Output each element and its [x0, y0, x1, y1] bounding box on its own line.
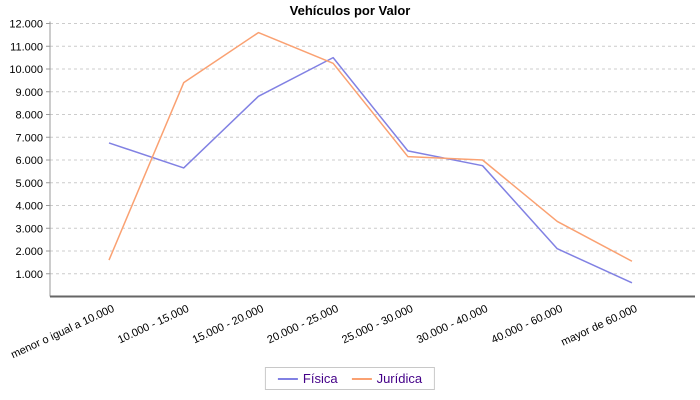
y-tick-label: 3.000	[15, 223, 43, 235]
y-tick-label: 1.000	[15, 269, 43, 281]
y-tick-label: 8.000	[15, 110, 43, 122]
y-tick-label: 2.000	[15, 246, 43, 258]
legend: Física Jurídica	[264, 367, 436, 390]
chart-title: Vehículos por Valor	[289, 3, 411, 18]
x-category-label: 15.000 - 20.000	[191, 303, 266, 346]
juridica-line-swatch	[351, 377, 372, 380]
y-tick-label: 11.000	[10, 41, 43, 53]
x-category-label: 10.000 - 15.000	[116, 303, 191, 346]
legend-label-fisica: Física	[302, 371, 338, 386]
x-category-label: mayor de 60.000	[559, 303, 639, 349]
y-tick-label: 12.000	[9, 19, 43, 31]
y-tick-label: 10.000	[9, 64, 43, 76]
legend-item-fisica: Física	[277, 371, 338, 386]
y-tick-label: 9.000	[15, 87, 43, 99]
x-category-label: 40.000 - 60.000	[490, 303, 565, 346]
x-category-label: 30.000 - 40.000	[415, 303, 490, 346]
y-tick-label: 4.000	[15, 201, 43, 213]
fisica-line-swatch	[277, 377, 298, 380]
y-tick-label: 5.000	[15, 178, 43, 190]
series-line-fisica	[108, 56, 633, 284]
x-category-label: 25.000 - 30.000	[340, 303, 415, 346]
x-category-label: 20.000 - 25.000	[265, 303, 340, 346]
legend-item-juridica: Jurídica	[351, 371, 423, 386]
series-line-juridica	[108, 31, 633, 262]
y-tick-label: 7.000	[15, 132, 43, 144]
x-category-label: menor o igual a 10.000	[9, 303, 116, 361]
y-tick-label: 6.000	[15, 155, 43, 167]
line-chart-plot-area: 1.000 2.000 3.000 4.000 5.000 6.000 7.000 8.000…	[9, 19, 695, 361]
legend-label-juridica: Jurídica	[376, 371, 423, 386]
